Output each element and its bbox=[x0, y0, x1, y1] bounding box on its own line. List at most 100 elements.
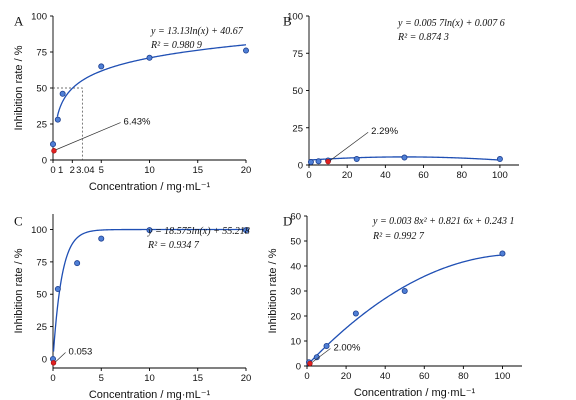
panel-letter: B bbox=[283, 14, 292, 29]
annotation-label: 2.29% bbox=[371, 126, 398, 137]
y-tick-label: 0 bbox=[296, 362, 301, 373]
data-point bbox=[74, 260, 81, 267]
x-tick-label: 80 bbox=[458, 371, 469, 382]
y-tick-label: 100 bbox=[31, 225, 47, 236]
y-tick-label: 75 bbox=[292, 49, 303, 60]
highlight-point bbox=[50, 360, 57, 366]
data-point bbox=[315, 158, 322, 165]
x-tick-label: 20 bbox=[342, 170, 353, 181]
r-squared: R² = 0.980 9 bbox=[150, 40, 202, 51]
y-tick-label: 100 bbox=[287, 12, 303, 23]
x-axis-title: Concentration / mg·mL⁻¹ bbox=[89, 389, 211, 400]
x-tick-label: 0 bbox=[50, 373, 55, 384]
y-tick-label: 50 bbox=[292, 86, 303, 97]
data-point bbox=[353, 156, 360, 163]
x-tick-label: 40 bbox=[380, 170, 391, 181]
x-tick-label: 5 bbox=[99, 373, 104, 384]
data-point bbox=[54, 116, 61, 123]
y-tick-label: 25 bbox=[292, 123, 303, 134]
x-tick-label: 0 bbox=[306, 170, 311, 181]
annotation-label: 2.00% bbox=[333, 343, 360, 354]
x-tick-label: 10 bbox=[144, 373, 155, 384]
x-tick-label: 2 bbox=[70, 165, 75, 176]
data-point bbox=[242, 47, 249, 54]
x-tick-label: 60 bbox=[418, 170, 429, 181]
annotation-label: 0.053 bbox=[69, 346, 93, 357]
fit-equation: y = 18.575ln(x) + 55.218 bbox=[147, 226, 250, 237]
annotation-leader bbox=[311, 348, 331, 363]
annotation-label: 6.43% bbox=[124, 117, 151, 128]
y-tick-label: 25 bbox=[36, 120, 47, 131]
data-point bbox=[496, 156, 503, 163]
y-axis-title: Inhibition rate / % bbox=[13, 45, 25, 130]
y-tick-label: 40 bbox=[290, 262, 301, 273]
x-tick-label: 5 bbox=[99, 165, 104, 176]
r-squared: R² = 0.874 3 bbox=[397, 32, 449, 43]
y-tick-label: 75 bbox=[36, 48, 47, 59]
panel-b: B 0 20 40 60 80 100 0 25 50 75 100 2.29% y = 0.005 7l… bbox=[283, 12, 519, 181]
panel-d: D 0 20 40 60 80 100 0 10 20 30 40 50 60 Concentration … bbox=[267, 212, 522, 399]
y-axis-title: Inhibition rate / % bbox=[13, 248, 25, 333]
fit-equation: y = 0.003 8x² + 0.821 6x + 0.243 1 bbox=[372, 216, 515, 227]
x-tick-label: 20 bbox=[341, 371, 352, 382]
data-point bbox=[98, 63, 105, 70]
y-tick-label: 25 bbox=[36, 322, 47, 333]
data-point bbox=[146, 54, 153, 61]
fit-curve bbox=[306, 254, 503, 366]
x-tick-label: 20 bbox=[241, 165, 252, 176]
data-point bbox=[59, 90, 66, 97]
highlight-point bbox=[51, 148, 57, 154]
x-tick-label: 100 bbox=[492, 170, 508, 181]
data-point bbox=[499, 250, 506, 257]
panel-letter: A bbox=[14, 14, 24, 29]
x-tick-label: 20 bbox=[241, 373, 252, 384]
data-point bbox=[98, 235, 105, 242]
panel-letter: D bbox=[283, 214, 292, 229]
data-point bbox=[242, 227, 249, 234]
x-tick-label: 0 bbox=[304, 371, 309, 382]
panel-c: C 0 5 10 15 20 0 25 50 75 100 Concentration / mg·mL… bbox=[13, 214, 251, 400]
y-tick-label: 30 bbox=[290, 287, 301, 298]
highlight-point bbox=[325, 158, 331, 165]
y-tick-label: 100 bbox=[31, 12, 47, 23]
x-tick-label-extra: 1 bbox=[58, 165, 63, 176]
y-tick-label: 50 bbox=[36, 84, 47, 95]
y-tick-label: 50 bbox=[36, 290, 47, 301]
y-tick-label: 50 bbox=[290, 237, 301, 248]
x-tick-label: 0 bbox=[50, 165, 55, 176]
r-squared: R² = 0.992 7 bbox=[372, 231, 425, 242]
highlight-point bbox=[307, 360, 313, 367]
data-point bbox=[401, 154, 408, 161]
y-tick-label: 20 bbox=[290, 312, 301, 323]
annotation-leader bbox=[329, 131, 369, 161]
x-tick-label: 100 bbox=[495, 371, 511, 382]
x-tick-label-extra: 3.04 bbox=[76, 165, 95, 176]
panel-letter: C bbox=[14, 214, 23, 229]
x-tick-label: 15 bbox=[192, 165, 203, 176]
data-point bbox=[401, 287, 408, 294]
data-point bbox=[323, 342, 330, 349]
y-tick-label: 75 bbox=[36, 257, 47, 268]
y-tick-label: 0 bbox=[42, 156, 47, 167]
y-axis-title: Inhibition rate / % bbox=[267, 248, 279, 333]
x-tick-label: 10 bbox=[144, 165, 155, 176]
x-tick-label: 15 bbox=[192, 373, 203, 384]
x-tick-label: 60 bbox=[419, 371, 430, 382]
data-point bbox=[50, 141, 57, 148]
x-axis-title: Concentration / mg·mL⁻¹ bbox=[354, 387, 476, 399]
fit-curve bbox=[56, 44, 247, 117]
data-point bbox=[307, 159, 314, 166]
x-axis-title: Concentration / mg·mL⁻¹ bbox=[89, 181, 211, 193]
fit-equation: y = 0.005 7ln(x) + 0.007 6 bbox=[397, 18, 505, 29]
r-squared: R² = 0.934 7 bbox=[147, 240, 200, 251]
x-tick-label: 80 bbox=[456, 170, 467, 181]
data-point bbox=[352, 310, 359, 317]
y-tick-label: 0 bbox=[298, 161, 303, 172]
y-tick-label: 60 bbox=[290, 212, 301, 223]
annotation-leader bbox=[55, 122, 121, 151]
y-tick-label: 0 bbox=[42, 354, 47, 365]
ic50-guide bbox=[53, 87, 83, 160]
x-tick-label: 40 bbox=[380, 371, 391, 382]
